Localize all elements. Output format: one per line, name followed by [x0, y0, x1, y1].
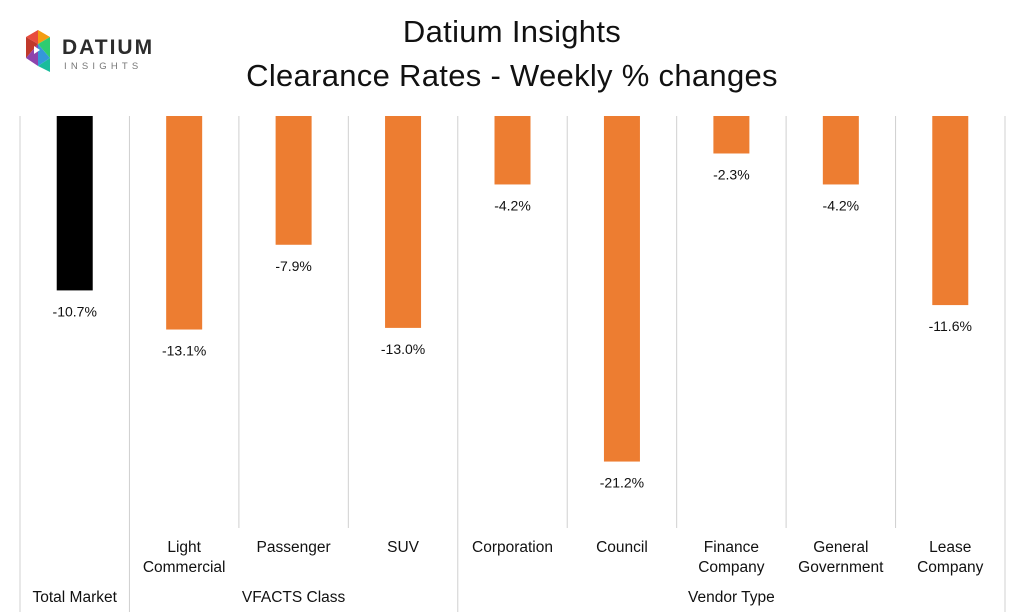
- category-label-4-0: Corporation: [472, 539, 553, 556]
- chart-title-line-1: Datium Insights: [402, 14, 622, 49]
- data-label-6: -2.3%: [713, 166, 750, 182]
- bar-7: [822, 116, 859, 185]
- group-label-below-0: Total Market: [33, 589, 118, 606]
- category-label-3-0: SUV: [387, 539, 420, 556]
- category-label-1-1: Commercial: [143, 559, 226, 576]
- data-label-7: -4.2%: [823, 197, 860, 213]
- bar-1: [166, 116, 203, 330]
- bar-2: [275, 116, 312, 245]
- group-label-2: Vendor Type: [688, 589, 775, 606]
- category-label-7-1: Government: [798, 559, 884, 576]
- category-label-6-0: Finance: [704, 539, 759, 556]
- data-label-8: -11.6%: [929, 318, 972, 334]
- category-label-7-0: General: [813, 539, 868, 556]
- data-label-2: -7.9%: [275, 258, 312, 274]
- category-label-2-0: Passenger: [257, 539, 331, 556]
- category-label-8-0: Lease: [929, 539, 971, 556]
- bar-6: [713, 116, 750, 154]
- data-label-1: -13.1%: [162, 343, 206, 359]
- bar-3: [385, 116, 422, 328]
- bar-5: [603, 116, 640, 462]
- chart-title-line-2: Clearance Rates - Weekly % changes: [246, 58, 778, 93]
- bar-8: [932, 116, 969, 306]
- data-label-5: -21.2%: [600, 475, 644, 491]
- logo-tagline: INSIGHTS: [64, 61, 142, 72]
- group-label-1: VFACTS Class: [242, 589, 346, 606]
- logo-icon: [26, 30, 50, 72]
- data-label-0: -10.7%: [53, 303, 97, 319]
- data-label-3: -13.0%: [381, 341, 425, 357]
- logo-name: DATIUM: [62, 36, 154, 59]
- category-label-8-1: Company: [917, 559, 984, 576]
- category-label-1-0: Light: [167, 539, 201, 556]
- category-label-6-1: Company: [698, 559, 765, 576]
- datium-logo: DATIUM INSIGHTS: [26, 30, 154, 72]
- bar-0: [56, 116, 93, 291]
- category-label-5-0: Council: [596, 539, 648, 556]
- bar-4: [494, 116, 531, 185]
- data-label-4: -4.2%: [494, 197, 531, 213]
